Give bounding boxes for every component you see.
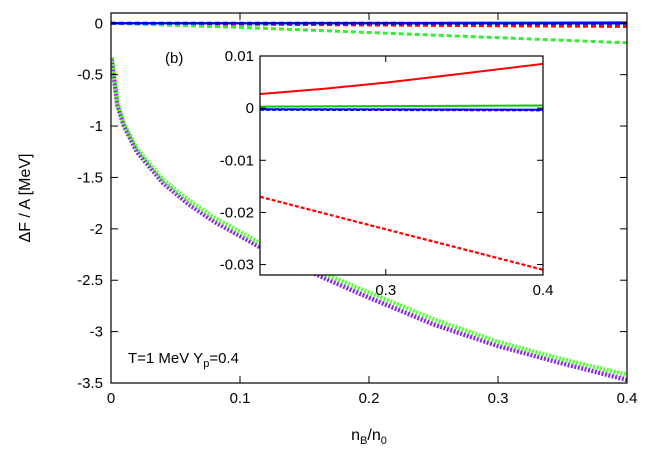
inset-x-tick-label: 0.4 (533, 282, 554, 299)
annotation-text: T=1 MeV Yp=0.4 (128, 350, 239, 370)
x-tick-label: 0.1 (230, 390, 251, 407)
annotation-base: T=1 MeV Y (128, 350, 203, 367)
series-line-7 (111, 58, 627, 383)
inset-y-tick-label: -0.02 (220, 204, 254, 221)
inset-y-tick-label: 0.01 (225, 48, 254, 65)
inset-ticks: 0.3 0.4 0.01 0 -0.01 -0.02 -0.03 (220, 48, 554, 299)
inset-x-tick-label: 0.3 (375, 282, 396, 299)
inset-background (260, 56, 543, 275)
inset-series-line-3 (260, 104, 543, 108)
y-tick-label: -2.5 (77, 272, 103, 289)
x-tick-label: 0.2 (359, 390, 380, 407)
inset-series-line-2 (260, 195, 543, 271)
x-tick-label: 0 (107, 390, 115, 407)
x-axis-title-mid: /n (367, 427, 380, 444)
series-line-4 (111, 21, 627, 45)
inset-y-tick-label: 0 (246, 100, 254, 117)
inset-frame (259, 55, 544, 276)
inset-y-tick-label: -0.03 (220, 257, 254, 274)
y-tick-label: 0 (95, 15, 103, 32)
x-axis-title-sub2: 0 (381, 435, 387, 447)
plot-frame (110, 12, 628, 384)
x-tick-label: 0.4 (617, 390, 638, 407)
y-tick-label: -3 (90, 324, 103, 341)
y-tick-label: -1.5 (77, 169, 103, 186)
x-axis-title-base: n (351, 427, 360, 444)
y-tick-label: -0.5 (77, 67, 103, 84)
y-tick-label: -3.5 (77, 375, 103, 392)
main-ticks: 0 0.1 0.2 0.3 0.4 0 -0.5 -1 -1.5 -2 -2.5 -3 -3.5 (77, 13, 637, 407)
series-line-8 (111, 56, 627, 377)
panel-label: (b) (165, 50, 183, 67)
annotation-tail: =0.4 (209, 350, 239, 367)
y-axis-title: ΔF / A [MeV] (17, 154, 34, 243)
x-tick-label: 0.3 (488, 390, 509, 407)
inset-series-line-1 (260, 62, 543, 96)
inset-series-line-5 (260, 108, 543, 112)
y-tick-label: -1 (90, 118, 103, 135)
annotation-sub: p (203, 358, 209, 370)
x-axis-title-sub1: B (360, 435, 367, 447)
x-axis-title: nB/n0 (351, 427, 387, 447)
y-tick-label: -2 (90, 221, 103, 238)
inset-y-tick-label: -0.01 (220, 152, 254, 169)
series-line-2 (111, 21, 627, 28)
